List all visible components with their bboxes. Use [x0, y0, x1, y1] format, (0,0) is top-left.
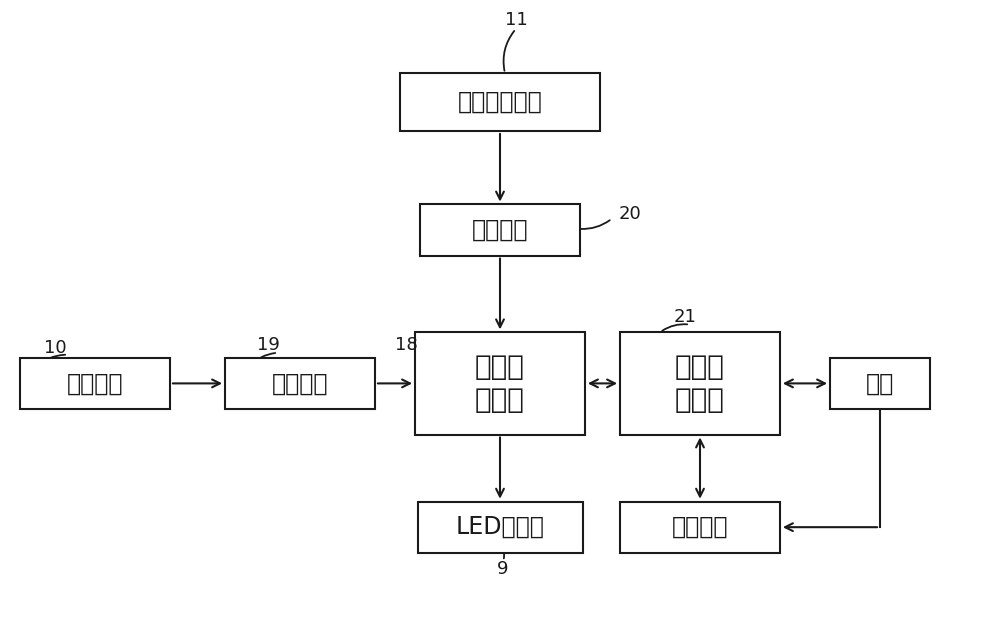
- Bar: [420, 204, 580, 256]
- Text: 21: 21: [674, 308, 696, 326]
- Bar: [400, 73, 600, 131]
- Text: 18: 18: [395, 336, 417, 354]
- Bar: [415, 332, 585, 435]
- Bar: [418, 502, 582, 553]
- Text: 收发模块: 收发模块: [272, 371, 328, 396]
- Text: 数据处
理芯片: 数据处 理芯片: [475, 353, 525, 413]
- Text: 无线数
传模块: 无线数 传模块: [675, 353, 725, 413]
- Text: 19: 19: [257, 336, 279, 354]
- Bar: [225, 358, 375, 409]
- Text: 20: 20: [619, 205, 641, 223]
- Text: LED警示灯: LED警示灯: [456, 515, 544, 539]
- Bar: [830, 358, 930, 409]
- Text: 云端: 云端: [866, 371, 894, 396]
- Bar: [620, 332, 780, 435]
- Bar: [620, 502, 780, 553]
- Text: 光伏电池组件: 光伏电池组件: [458, 90, 542, 114]
- Text: 监测模块: 监测模块: [67, 371, 123, 396]
- Text: 10: 10: [44, 339, 66, 357]
- Text: 智能手机: 智能手机: [672, 515, 728, 539]
- Text: 9: 9: [497, 560, 509, 578]
- Text: 11: 11: [505, 12, 527, 29]
- Bar: [20, 358, 170, 409]
- Text: 供电系统: 供电系统: [472, 218, 528, 242]
